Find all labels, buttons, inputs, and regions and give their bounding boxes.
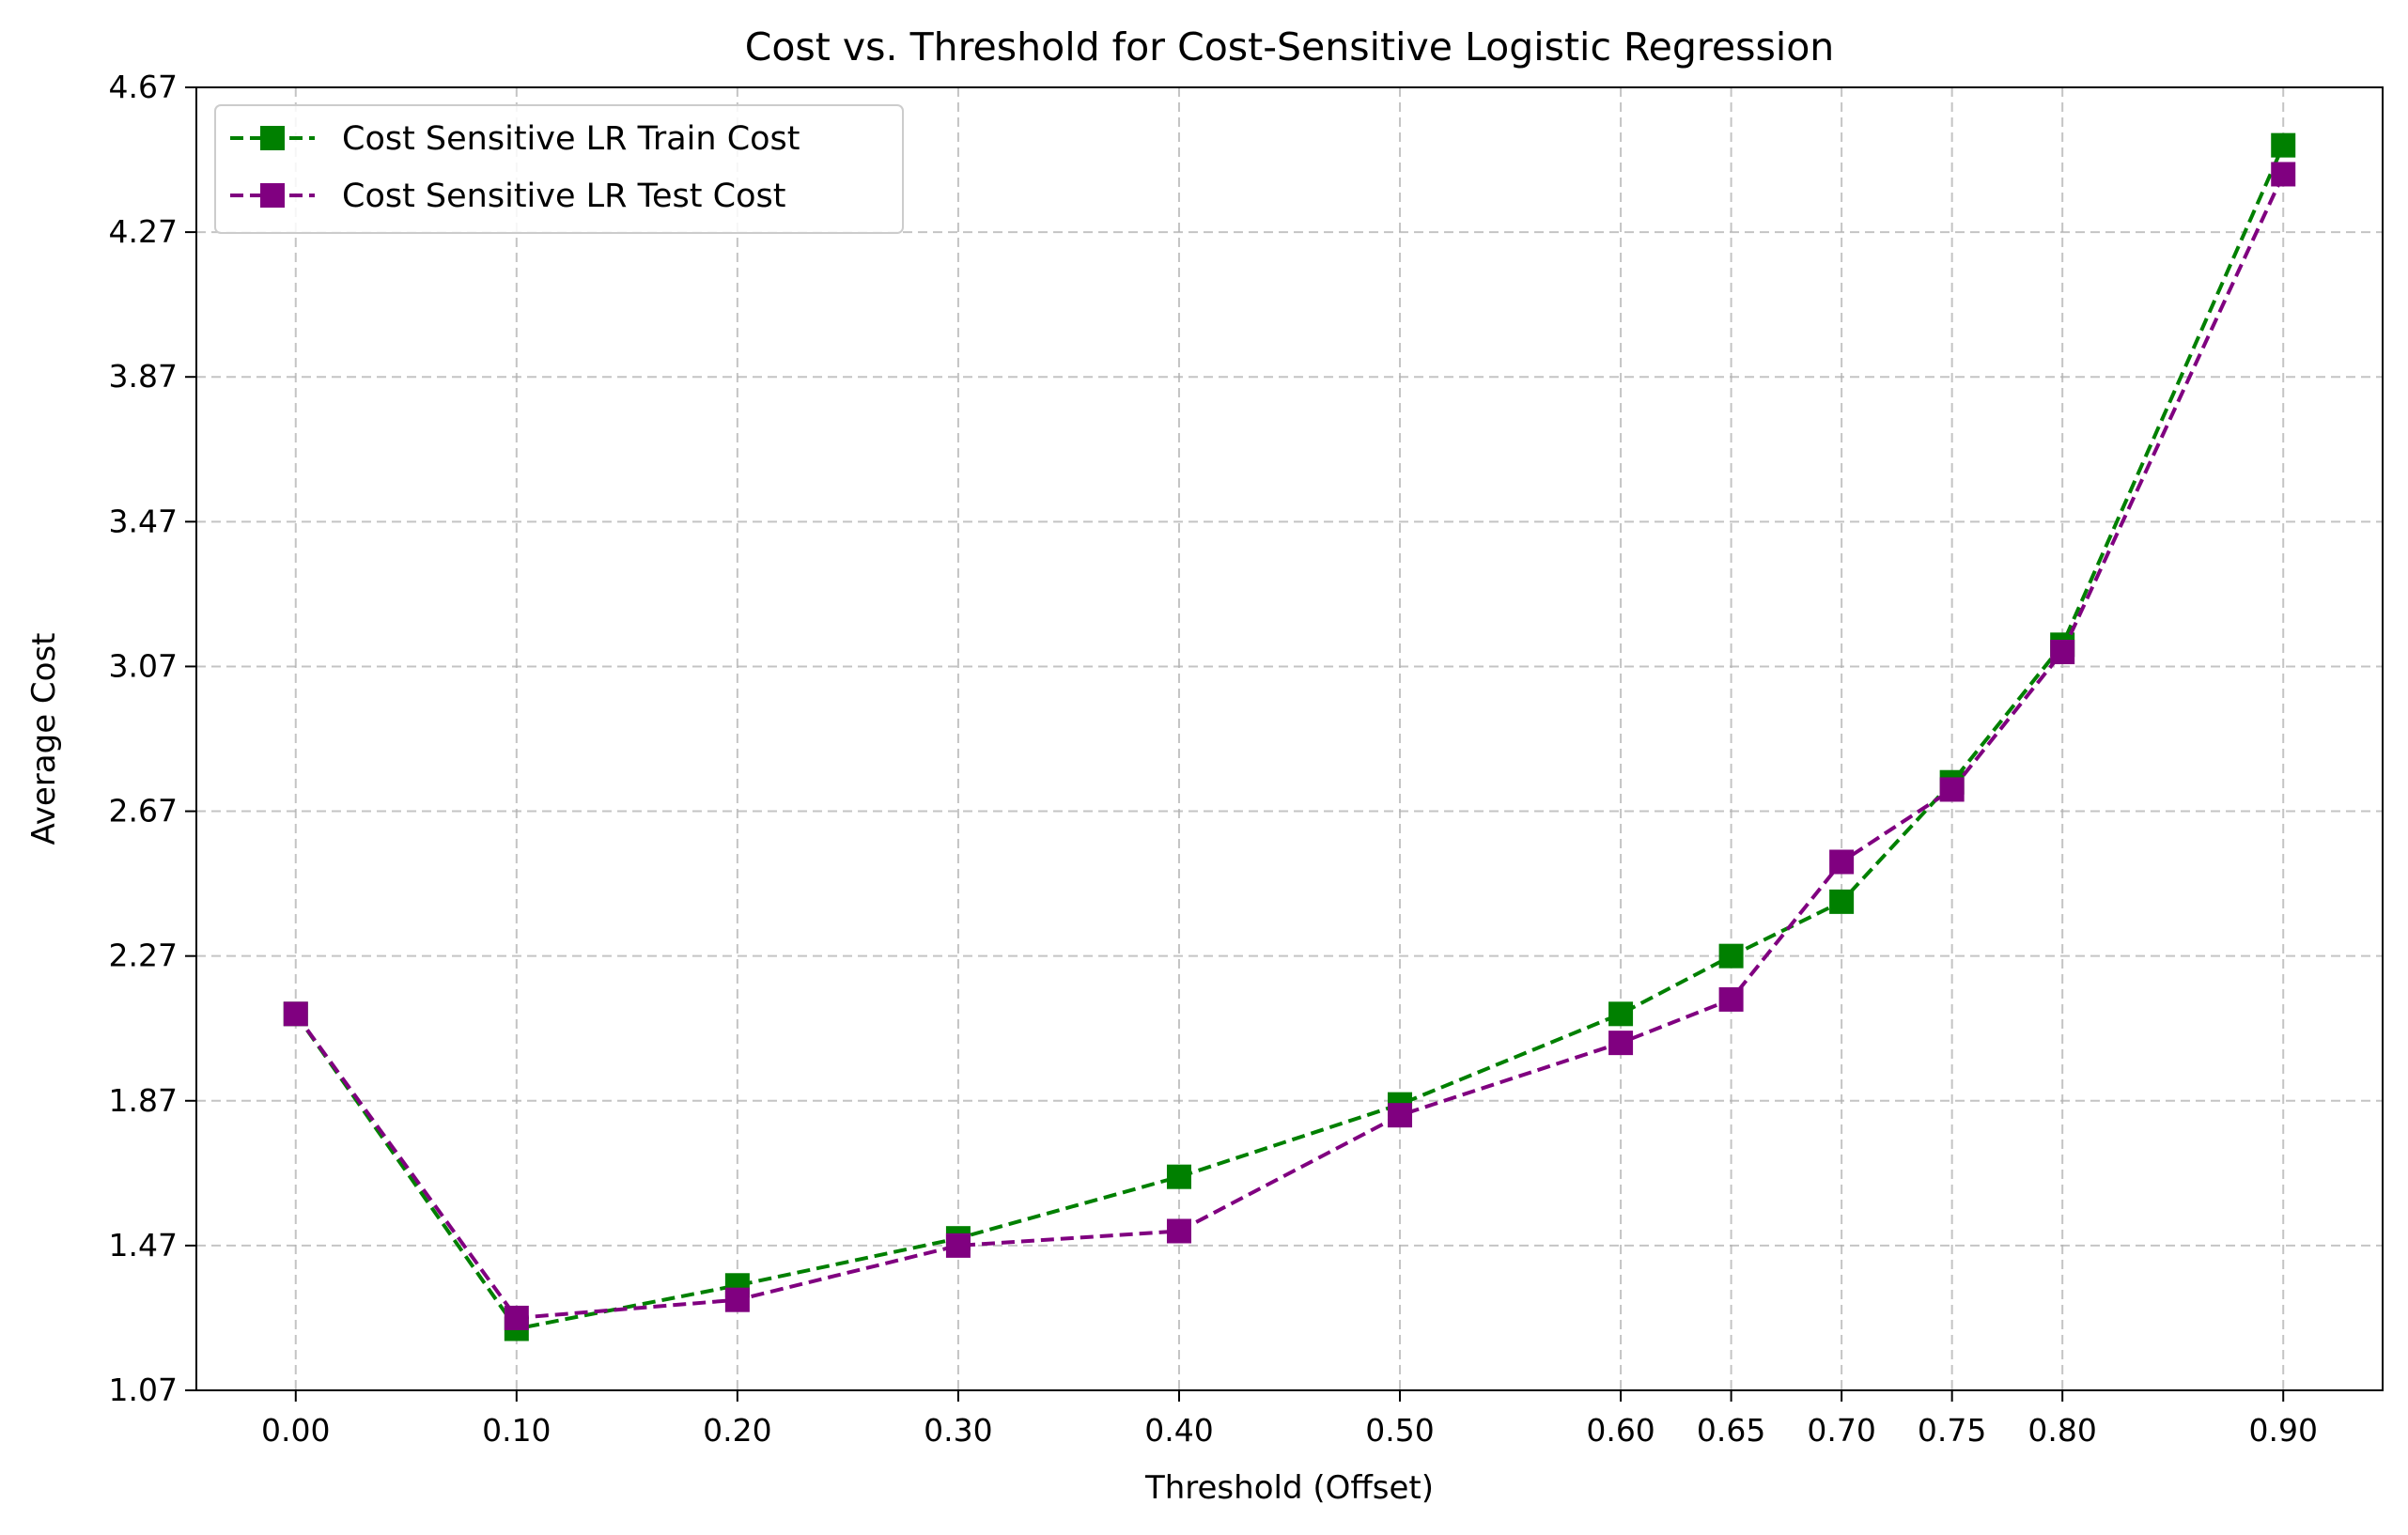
y-tick-label: 3.47 [109,503,178,539]
x-axis-label: Threshold (Offset) [1144,1469,1434,1507]
x-tick-label: 0.70 [1807,1412,1875,1449]
x-tick-label: 0.65 [1697,1412,1765,1449]
x-axis: 0.00 0.10 0.20 0.30 0.40 0.50 0.60 0.65 0.70 0.75… [261,1390,2318,1449]
legend: Cost Sensitive LR Train Cost Cost Sensiti… [214,104,904,234]
legend-marker-swatch [260,183,285,208]
y-axis-label: Average Cost [25,632,63,845]
data-point [2271,132,2296,158]
y-tick-label: 2.67 [109,793,178,830]
series-layer [283,132,2296,1341]
series-line [294,173,2286,1320]
y-tick-label: 1.07 [109,1372,178,1408]
data-point [945,1233,971,1258]
x-tick-label: 0.50 [1365,1412,1434,1449]
y-tick-label: 4.27 [109,213,178,250]
data-point [1388,1103,1413,1128]
data-point [1939,777,1965,802]
series-test-cost [283,162,2296,1330]
y-tick-label: 2.27 [109,938,178,974]
x-tick-label: 0.60 [1586,1412,1655,1449]
x-tick-label: 0.40 [1144,1412,1213,1449]
data-point [1829,889,1855,914]
data-point [504,1305,529,1330]
y-tick-label: 4.67 [109,69,178,105]
x-tick-label: 0.75 [1918,1412,1986,1449]
data-point [1718,986,1744,1012]
data-point [2050,640,2075,665]
plot-frame [195,86,2384,1391]
legend-entry: Cost Sensitive LR Train Cost [230,120,800,158]
x-tick-label: 0.90 [2248,1412,2317,1449]
y-tick-label: 1.87 [109,1082,178,1119]
legend-box [214,104,904,234]
series-line [294,144,2286,1331]
legend-entry: Cost Sensitive LR Test Cost [230,178,785,215]
x-tick-label: 0.80 [2027,1412,2096,1449]
legend-label: Cost Sensitive LR Test Cost [342,178,785,215]
legend-marker-swatch [260,126,285,150]
y-tick-label: 1.47 [109,1227,178,1264]
data-point [1608,1031,1634,1056]
data-point [1166,1218,1191,1244]
x-tick-label: 0.30 [924,1412,992,1449]
y-axis: 1.07 1.47 1.87 2.27 2.67 3.07 3.47 3.87 4.27 4.67 [109,69,196,1408]
grid [196,86,2383,1391]
x-tick-label: 0.00 [261,1412,330,1449]
data-point [1718,943,1744,969]
data-point [1608,1001,1634,1027]
y-tick-label: 3.07 [109,647,178,684]
data-point [1166,1164,1191,1189]
data-point [283,1001,308,1027]
data-point [724,1287,750,1312]
legend-label: Cost Sensitive LR Train Cost [342,120,800,158]
y-tick-label: 3.87 [109,358,178,395]
x-tick-label: 0.10 [482,1412,551,1449]
data-point [1829,849,1855,875]
chart-title: Cost vs. Threshold for Cost-Sensitive Lo… [745,24,1835,70]
x-tick-label: 0.20 [703,1412,771,1449]
data-point [2271,162,2296,187]
